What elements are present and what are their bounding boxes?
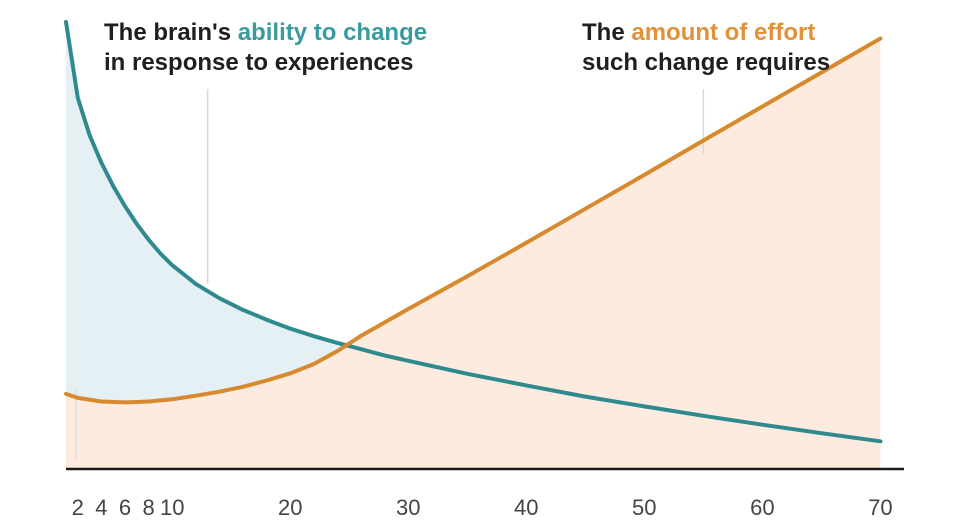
- x-tick-label-8: 8: [142, 495, 154, 520]
- ability-label-prefix: The brain's: [104, 19, 238, 46]
- ability-label-line1: The brain's ability to change: [104, 19, 427, 46]
- ability-label-highlight: ability to change: [238, 19, 427, 46]
- x-tick-label-10: 10: [160, 495, 184, 520]
- effort-label-highlight: amount of effort: [631, 19, 815, 46]
- effort-label-line2: such change requires: [582, 49, 830, 76]
- area-fills: [66, 22, 881, 469]
- x-tick-label-70: 70: [868, 495, 892, 520]
- x-axis-ticks: 2 4 6 8 10 20 30 40 50 60 70: [72, 495, 893, 520]
- x-tick-label-40: 40: [514, 495, 538, 520]
- x-tick-label-4: 4: [95, 495, 107, 520]
- x-tick-label-50: 50: [632, 495, 656, 520]
- effort-line: [64, 36, 883, 405]
- effort-area: [66, 38, 881, 469]
- x-tick-label-20: 20: [278, 495, 302, 520]
- effort-label-line1: The amount of effort: [582, 19, 815, 46]
- x-tick-label-60: 60: [750, 495, 774, 520]
- x-tick-label-30: 30: [396, 495, 420, 520]
- x-tick-label-2: 2: [72, 495, 84, 520]
- series-lines: [64, 20, 883, 444]
- x-tick-label-6: 6: [119, 495, 131, 520]
- annotation-leaders: [75, 89, 705, 460]
- effort-label-prefix: The: [582, 19, 631, 46]
- ability-line: [64, 20, 883, 444]
- ability-area: [66, 22, 397, 403]
- ability-label-line2: in response to experiences: [104, 49, 413, 76]
